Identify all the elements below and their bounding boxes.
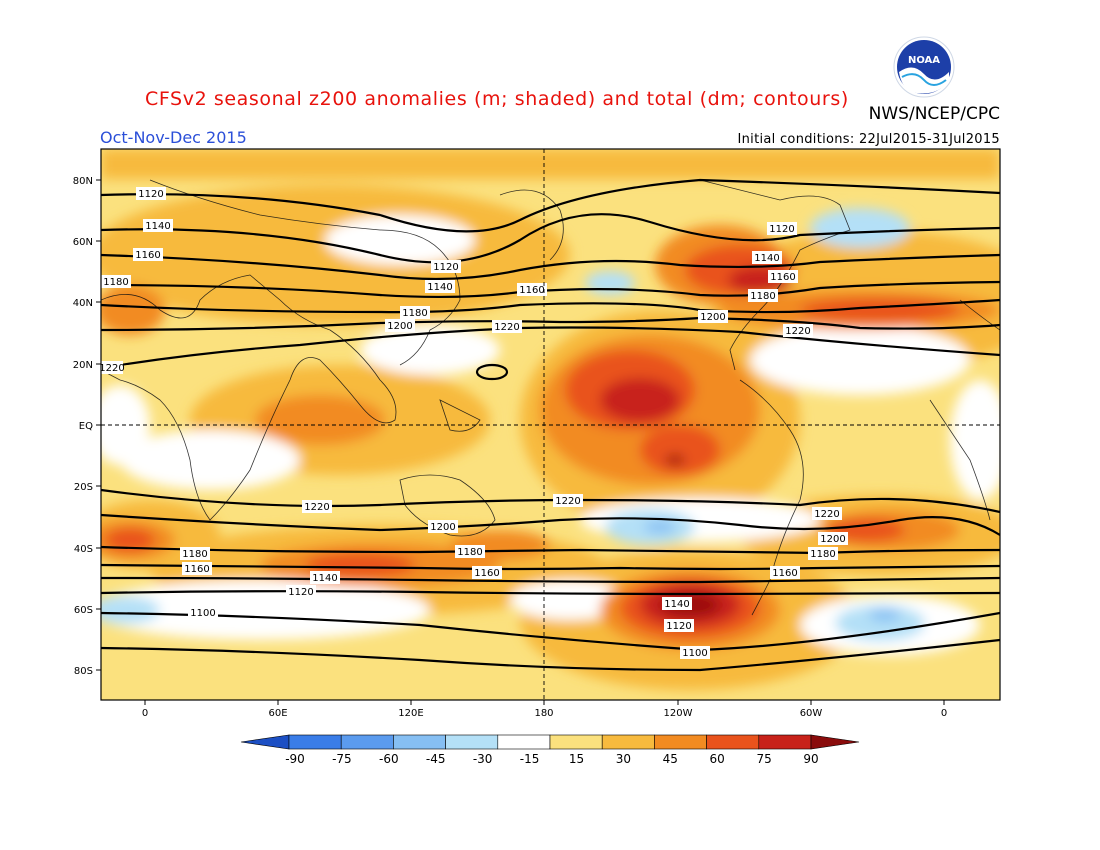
contour-label-1140: 1140 — [145, 221, 170, 232]
height-contours — [101, 178, 1000, 672]
contour-label-1180: 1180 — [457, 547, 482, 558]
contour-label-1220: 1220 — [785, 326, 810, 337]
lat-label: EQ — [79, 421, 93, 432]
lon-label: 60W — [800, 708, 823, 719]
lat-label: 40S — [74, 544, 93, 555]
contour-label-1140: 1140 — [754, 253, 779, 264]
contour-label-1100: 1100 — [190, 608, 215, 619]
coastlines — [101, 179, 1000, 616]
longitude-axis: 0 60E 120E 180 120W 60W 0 — [142, 700, 947, 719]
lon-label: 0 — [941, 708, 947, 719]
contour-label-1140: 1140 — [427, 282, 452, 293]
contour-label-1160: 1160 — [184, 564, 209, 575]
contour-label-1180: 1180 — [182, 549, 207, 560]
lat-label: 60N — [73, 237, 93, 248]
lon-label: 0 — [142, 708, 148, 719]
contour-label-1180: 1180 — [750, 291, 775, 302]
lat-label: 60S — [74, 605, 93, 616]
contour-label-1200: 1200 — [430, 522, 455, 533]
contour-label-1220: 1220 — [494, 322, 519, 333]
latitude-axis: 80N 60N 40N 20N EQ 20S 40S 60S 80S — [73, 176, 101, 677]
lat-label: 20S — [74, 482, 93, 493]
contour-label-1160: 1160 — [772, 568, 797, 579]
lon-label: 120E — [398, 708, 423, 719]
anomaly-shading: 1120 1140 1160 1180 1220 1120 1140 1160 … — [99, 149, 1000, 700]
contour-label-1160: 1160 — [474, 568, 499, 579]
contour-label-1180: 1180 — [103, 277, 128, 288]
contour-label-1200: 1200 — [387, 321, 412, 332]
contour-label-1120: 1120 — [288, 587, 313, 598]
lat-label: 20N — [73, 360, 93, 371]
noaa-logo: NOAA — [893, 36, 955, 98]
agency-label: NWS/NCEP/CPC — [868, 104, 1000, 124]
contour-label-1120: 1120 — [666, 621, 691, 632]
contour-label-1180: 1180 — [402, 308, 427, 319]
logo-text: NOAA — [908, 55, 940, 66]
lat-label: 40N — [73, 298, 93, 309]
contour-label-1160: 1160 — [519, 285, 544, 296]
contour-label-1160: 1160 — [135, 250, 160, 261]
lon-label: 60E — [268, 708, 287, 719]
contour-label-1220: 1220 — [555, 496, 580, 507]
contour-label-1160: 1160 — [770, 272, 795, 283]
contour-label-1220: 1220 — [814, 509, 839, 520]
contour-label-1120: 1120 — [433, 262, 458, 273]
season-label: Oct-Nov-Dec 2015 — [100, 128, 247, 147]
contour-label-1120: 1120 — [138, 189, 163, 200]
lat-label: 80N — [73, 176, 93, 187]
contour-label-1180: 1180 — [810, 549, 835, 560]
lon-label: 180 — [534, 708, 553, 719]
chart-title: CFSv2 seasonal z200 anomalies (m; shaded… — [145, 88, 849, 110]
lon-label: 120W — [664, 708, 693, 719]
contour-label-1120: 1120 — [769, 224, 794, 235]
contour-label-1140: 1140 — [664, 599, 689, 610]
lat-label: 80S — [74, 666, 93, 677]
initial-conditions-label: Initial conditions: 22Jul2015-31Jul2015 — [737, 132, 1000, 147]
contour-label-1220: 1220 — [304, 502, 329, 513]
contour-label-1220: 1220 — [99, 363, 124, 374]
contour-labels: 1120 1140 1160 1180 1220 1120 1140 1160 … — [99, 187, 848, 659]
contour-label-1200: 1200 — [700, 312, 725, 323]
contour-label-1200: 1200 — [820, 534, 845, 545]
contour-label-1100: 1100 — [682, 648, 707, 659]
contour-label-1140: 1140 — [312, 573, 337, 584]
